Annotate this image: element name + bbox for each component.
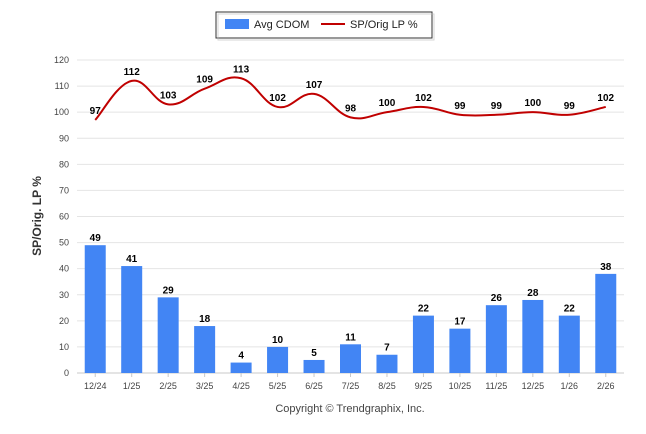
line-sp-orig-lp <box>94 76 606 121</box>
x-tick-label: 9/25 <box>415 381 433 391</box>
bar-avg-cdom <box>157 297 179 373</box>
y-tick-label: 60 <box>59 212 69 222</box>
bar-avg-cdom <box>84 245 106 373</box>
y-tick-label: 120 <box>54 55 69 65</box>
bar-value-label: 41 <box>126 254 138 265</box>
bar-avg-cdom <box>558 315 580 373</box>
x-tick-label: 11/25 <box>485 381 507 391</box>
bar-value-label: 29 <box>163 285 175 296</box>
line-value-label: 112 <box>124 67 141 78</box>
legend: Avg CDOM SP/Orig LP % <box>215 11 435 41</box>
y-tick-label: 30 <box>59 290 69 300</box>
bar-value-label: 10 <box>272 335 284 346</box>
bar-avg-cdom <box>194 326 216 373</box>
x-axis-ticks: 12/24 1/25 2/25 3/25 4/25 5/25 6/25 7/25 8/25 9/2… <box>84 373 615 391</box>
bar-value-label: 17 <box>454 317 466 328</box>
line-value-label: 100 <box>524 98 541 109</box>
line-value-label: 102 <box>269 93 286 104</box>
line-value-label: 107 <box>306 80 323 91</box>
bar-value-label: 38 <box>600 262 612 273</box>
bar-avg-cdom <box>376 354 398 373</box>
y-tick-label: 20 <box>59 316 69 326</box>
legend-label-avg-cdom: Avg CDOM <box>254 19 309 31</box>
bar-value-label: 5 <box>311 348 317 359</box>
legend-label-sp-orig-lp: SP/Orig LP % <box>350 19 418 31</box>
x-tick-label: 2/25 <box>159 381 177 391</box>
x-tick-label: 1/26 <box>561 381 579 391</box>
x-tick-label: 2/26 <box>597 381 615 391</box>
y-axis-title: SP/Orig. LP % <box>30 176 44 256</box>
bar-value-label: 26 <box>491 293 503 304</box>
x-tick-label: 6/25 <box>305 381 323 391</box>
y-tick-label: 10 <box>59 342 69 352</box>
x-tick-label: 7/25 <box>342 381 360 391</box>
bar-value-label: 4 <box>238 351 244 362</box>
line-value-label: 102 <box>415 93 432 104</box>
x-tick-label: 1/25 <box>123 381 141 391</box>
y-tick-label: 110 <box>55 81 69 91</box>
y-tick-label: 70 <box>59 185 69 195</box>
line-value-label: 97 <box>90 106 102 117</box>
x-tick-label: 10/25 <box>449 381 472 391</box>
data-labels: 49 41 29 18 4 10 5 11 7 22 17 26 28 22 38 97 112 103 109 11… <box>90 64 615 361</box>
line-value-label: 99 <box>491 101 503 112</box>
bar-avg-cdom <box>230 362 252 373</box>
line-value-label: 100 <box>379 98 396 109</box>
x-tick-label: 5/25 <box>269 381 287 391</box>
line-value-label: 98 <box>345 103 357 114</box>
x-tick-label: 8/25 <box>378 381 396 391</box>
copyright-credit: Copyright © Trendgraphix, Inc. <box>275 403 424 415</box>
bar-avg-cdom <box>449 328 471 373</box>
bar-avg-cdom <box>595 273 617 373</box>
y-tick-label: 100 <box>54 107 69 117</box>
line-value-label: 103 <box>160 90 177 101</box>
bar-avg-cdom <box>267 346 289 373</box>
line-value-label: 99 <box>564 101 576 112</box>
y-tick-label: 90 <box>59 133 69 143</box>
bar-value-label: 11 <box>345 332 356 343</box>
x-tick-label: 12/25 <box>522 381 545 391</box>
y-tick-label: 80 <box>59 159 69 169</box>
line-series-sp-orig-lp <box>94 76 606 121</box>
line-value-label: 102 <box>597 93 614 104</box>
bar-value-label: 22 <box>418 304 430 315</box>
line-value-label: 113 <box>233 64 250 75</box>
legend-swatch-avg-cdom <box>225 19 249 29</box>
line-value-label: 99 <box>454 101 466 112</box>
x-tick-label: 12/24 <box>84 381 107 391</box>
bar-value-label: 18 <box>199 314 211 325</box>
bar-value-label: 22 <box>564 304 576 315</box>
bar-value-label: 28 <box>527 288 539 299</box>
y-tick-label: 40 <box>59 264 69 274</box>
bar-avg-cdom <box>303 359 325 373</box>
bar-series-avg-cdom <box>84 245 617 373</box>
bar-avg-cdom <box>485 305 507 373</box>
bar-avg-cdom <box>340 344 361 373</box>
legend-shadow <box>217 13 435 41</box>
y-axis-ticks: 0 10 20 30 40 50 60 70 80 90 100 110 120 <box>54 55 69 378</box>
bar-avg-cdom <box>121 266 143 373</box>
x-tick-label: 4/25 <box>232 381 250 391</box>
bar-avg-cdom <box>522 299 544 373</box>
bar-value-label: 7 <box>384 343 390 354</box>
line-value-label: 109 <box>196 75 213 86</box>
bar-avg-cdom <box>412 315 434 373</box>
y-tick-label: 0 <box>64 368 69 378</box>
y-tick-label: 50 <box>59 238 69 248</box>
bar-value-label: 49 <box>90 233 102 244</box>
x-tick-label: 3/25 <box>196 381 214 391</box>
